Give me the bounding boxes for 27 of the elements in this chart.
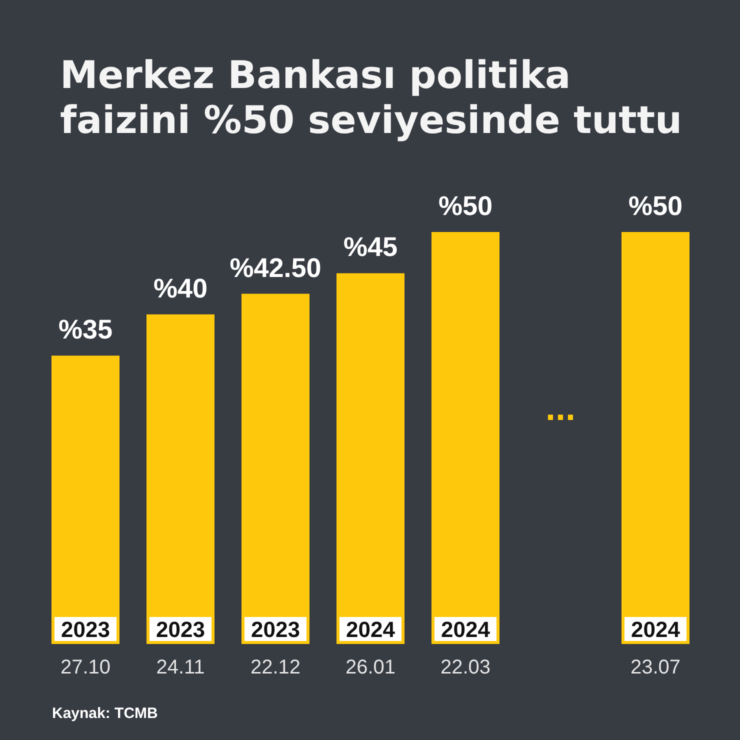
chart-title: Merkez Bankası politika faizini %50 seviyesinde tuttu bbox=[60, 53, 682, 142]
bar bbox=[621, 232, 690, 644]
data-label: %50 bbox=[628, 191, 683, 221]
x-tick-label: 23.07 bbox=[630, 656, 681, 678]
bar bbox=[431, 232, 500, 644]
bar bbox=[146, 314, 215, 644]
annotation: 2023 bbox=[156, 617, 205, 642]
bar bbox=[241, 294, 310, 644]
text: Kaynak: TCMB bbox=[52, 705, 158, 722]
data-label: %42.50 bbox=[230, 252, 322, 283]
bar bbox=[336, 273, 405, 644]
annotation: 2023 bbox=[251, 617, 300, 642]
bar bbox=[51, 356, 120, 644]
annotation: ... bbox=[545, 387, 576, 428]
x-tick-label: 27.10 bbox=[60, 656, 111, 678]
annotation: 2023 bbox=[61, 617, 110, 642]
annotation: 2024 bbox=[346, 617, 396, 642]
x-tick-label: 22.12 bbox=[250, 656, 301, 678]
data-label: %35 bbox=[58, 314, 113, 345]
data-label: %50 bbox=[438, 191, 493, 221]
data-label: %45 bbox=[343, 232, 398, 262]
x-tick-label: 22.03 bbox=[440, 656, 491, 678]
x-tick-label: 26.01 bbox=[345, 656, 396, 678]
annotation: 2024 bbox=[631, 617, 681, 642]
data-label: %40 bbox=[153, 273, 208, 304]
annotation: 2024 bbox=[441, 617, 491, 642]
x-tick-label: 24.11 bbox=[156, 656, 205, 678]
